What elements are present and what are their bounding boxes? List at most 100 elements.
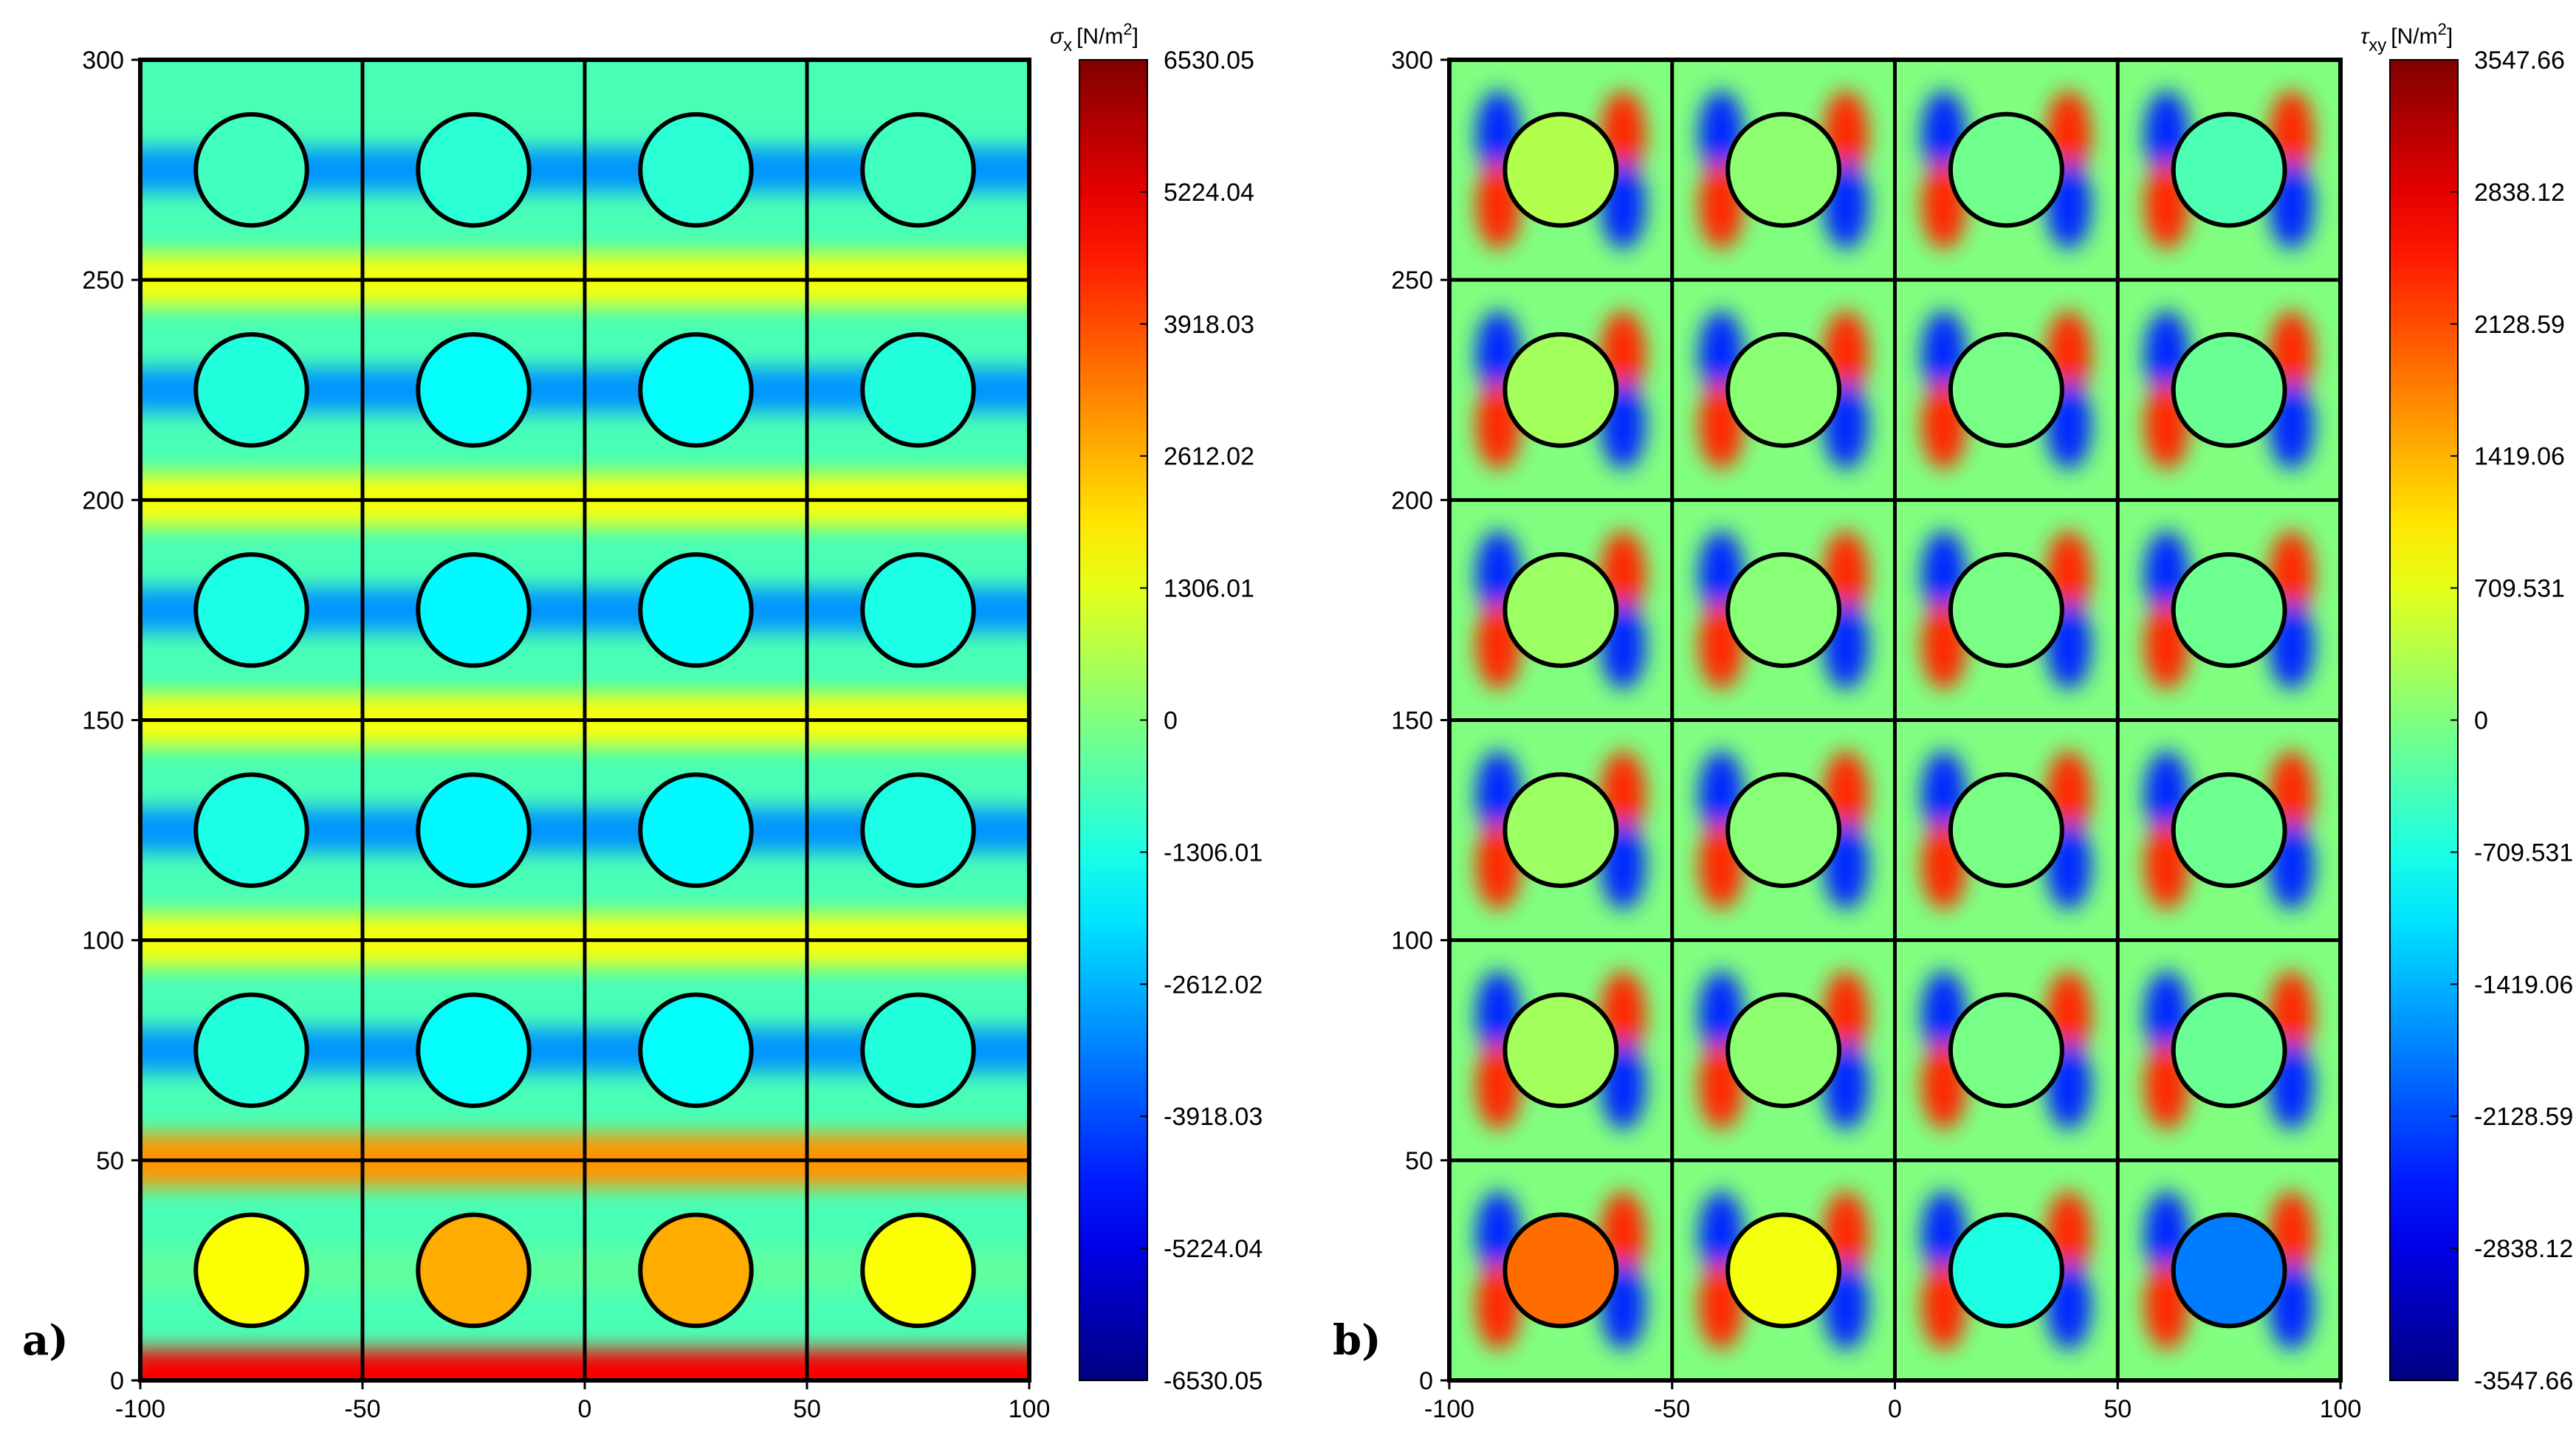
colorbar-tick-label: -6530.05 <box>1164 1367 1263 1395</box>
colorbar-tick-label: -3918.03 <box>1164 1103 1263 1131</box>
inclusion-circle <box>193 772 309 888</box>
colorbar-symbol: τ <box>2360 24 2370 49</box>
inclusion-circle <box>1725 111 1842 228</box>
x-tick-label: -50 <box>344 1395 380 1423</box>
x-tick-label: 100 <box>1009 1395 1051 1423</box>
colorbar-tick-label: 2612.02 <box>1164 443 1254 471</box>
y-tick-label: 200 <box>1391 486 1433 515</box>
colorbar-tick-label: 5224.04 <box>1164 179 1254 207</box>
x-tick-label: -50 <box>1654 1395 1690 1423</box>
colorbar-tick-label: 2128.59 <box>2474 311 2565 339</box>
colorbar-tick-label: -1419.06 <box>2474 971 2573 999</box>
inclusion-circle <box>1725 992 1842 1109</box>
y-tick-label: 100 <box>82 927 124 955</box>
x-tick-label: -100 <box>115 1395 165 1423</box>
colorbar-tick-label: 0 <box>1164 707 1178 735</box>
inclusion-circle <box>416 111 532 228</box>
y-tick-label: 100 <box>1391 927 1433 955</box>
inclusion-circle <box>193 1212 309 1329</box>
inclusion-circle <box>416 552 532 668</box>
inclusion-circle <box>1725 772 1842 889</box>
inclusion-circle <box>2171 111 2287 228</box>
inclusion-circle <box>193 332 309 448</box>
inclusion-circle <box>1502 992 1619 1109</box>
y-tick-label: 300 <box>82 47 124 75</box>
x-tick-label: 0 <box>1888 1395 1902 1423</box>
colorbar-tick-label: -2612.02 <box>1164 971 1263 999</box>
inclusion-circle <box>860 772 976 888</box>
colorbar-tick-label: -1306.01 <box>1164 839 1263 867</box>
colorbar-units-exponent: 2 <box>1123 20 1132 38</box>
inclusion-circle <box>638 111 754 228</box>
colorbar-units-close: ] <box>1133 24 1138 49</box>
inclusion-circle <box>2171 551 2287 668</box>
colorbar: 3547.66 2838.12 2128.59 1419.06 709.531 0 -709… <box>2360 20 2573 1395</box>
x-tick-label: 50 <box>793 1395 821 1423</box>
colorbar-tick-label: -709.531 <box>2474 839 2573 867</box>
inclusion-circle <box>1502 1212 1619 1329</box>
inclusion-circle <box>1502 772 1619 889</box>
panel-label: a) <box>22 1316 69 1365</box>
colorbar-gradient <box>1079 59 1148 1381</box>
panel-label: b) <box>1333 1316 1381 1365</box>
inclusion-circle <box>860 111 976 228</box>
inclusion-circle <box>1725 331 1842 448</box>
inclusion-circle <box>2171 1212 2287 1329</box>
inclusion-circle <box>1948 331 2064 448</box>
x-tick-label: 50 <box>2103 1395 2132 1423</box>
colorbar-subscript: xy <box>2369 35 2386 55</box>
y-tick-label: 150 <box>82 707 124 735</box>
inclusion-circle <box>1948 772 2064 889</box>
colorbar-tick-label: 0 <box>2474 707 2488 735</box>
x-tick-label: 100 <box>2320 1395 2362 1423</box>
inclusion-circle <box>416 992 532 1108</box>
inclusion-circle <box>1502 331 1619 448</box>
colorbar-title: τxy [N/m2] <box>2360 20 2453 55</box>
inclusion-circle <box>2171 331 2287 448</box>
x-tick-label: 0 <box>578 1395 592 1423</box>
colorbar-gradient <box>2389 59 2459 1381</box>
inclusion-circle <box>860 552 976 668</box>
y-tick-label: 300 <box>1391 47 1433 75</box>
inclusion-circle <box>860 1212 976 1329</box>
y-tick-label: 150 <box>1391 707 1433 735</box>
colorbar-tick-label: 2838.12 <box>2474 179 2565 207</box>
inclusion-circle <box>1725 1212 1842 1329</box>
colorbar-tick-label: 1306.01 <box>1164 575 1254 603</box>
inclusion-circle <box>638 332 754 448</box>
colorbar-tick-label: -2838.12 <box>2474 1235 2573 1263</box>
colorbar-tick-label: 3547.66 <box>2474 47 2565 75</box>
colorbar-units: [N/m <box>1076 24 1123 49</box>
inclusion-circle <box>860 992 976 1108</box>
y-tick-label: 50 <box>96 1147 124 1175</box>
colorbar-tick-label: -5224.04 <box>1164 1235 1263 1263</box>
colorbar-units-exponent: 2 <box>2438 20 2447 38</box>
inclusion-circle <box>1948 551 2064 668</box>
inclusion-circle <box>1948 1212 2064 1329</box>
colorbar-subscript: x <box>1063 35 1072 55</box>
y-tick-label: 250 <box>82 266 124 295</box>
inclusion-circle <box>1948 992 2064 1109</box>
panel-a-sigma-x: -100 -50 0 50 100 0 50 100 150 200 250 300 a) 6530.05… <box>22 20 1263 1423</box>
y-tick-label: 250 <box>1391 266 1433 295</box>
inclusion-circle <box>193 552 309 668</box>
colorbar-title: σx [N/m2] <box>1050 20 1138 55</box>
x-tick-label: -100 <box>1424 1395 1474 1423</box>
inclusion-circle <box>2171 772 2287 889</box>
colorbar-symbol: σ <box>1050 24 1065 49</box>
inclusion-circle <box>1502 551 1619 668</box>
inclusion-circle <box>638 552 754 668</box>
inclusion-circle <box>193 992 309 1108</box>
colorbar-tick-label: 709.531 <box>2474 575 2565 603</box>
colorbar-tick-label: 3918.03 <box>1164 311 1254 339</box>
colorbar-units: [N/m <box>2391 24 2437 49</box>
inclusion-circle <box>1725 551 1842 668</box>
y-tick-label: 200 <box>82 486 124 515</box>
colorbar-units-close: ] <box>2447 24 2453 49</box>
inclusion-circle <box>416 772 532 888</box>
inclusion-circle <box>860 332 976 448</box>
inclusion-circle <box>2171 992 2287 1109</box>
inclusion-circle <box>638 772 754 888</box>
y-tick-label: 50 <box>1405 1147 1433 1175</box>
